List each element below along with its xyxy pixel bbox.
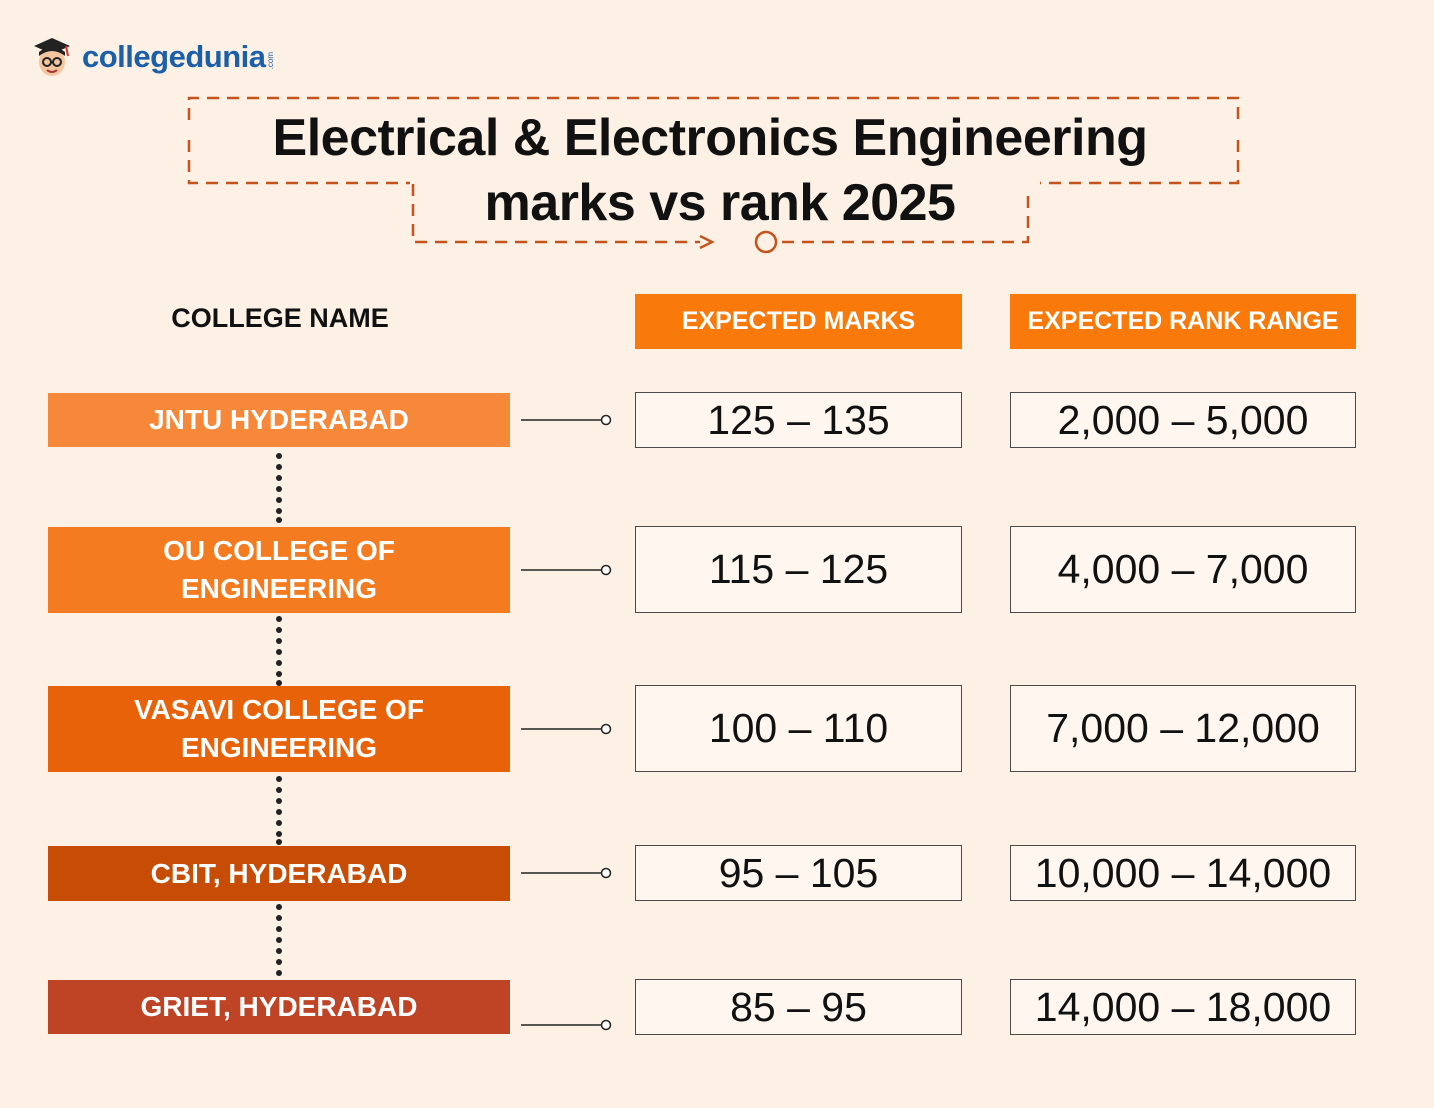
row-connector-icon [521, 1019, 612, 1031]
expected-rank-value: 14,000 – 18,000 [1010, 979, 1356, 1035]
expected-marks-value: 85 – 95 [635, 979, 962, 1035]
expected-rank-value: 10,000 – 14,000 [1010, 845, 1356, 901]
page-title-line-1: Electrical & Electronics Engineering [272, 109, 1148, 167]
expected-marks-value: 125 – 135 [635, 392, 962, 448]
header-expected-marks: EXPECTED MARKS [635, 294, 962, 349]
row-connector-icon [521, 867, 612, 879]
college-label: OU COLLEGE OF ENGINEERING [48, 527, 510, 613]
dotted-connector [276, 453, 282, 976]
college-label: CBIT, HYDERABAD [48, 846, 510, 901]
college-label: VASAVI COLLEGE OF ENGINEERING [48, 686, 510, 772]
college-label: JNTU HYDERABAD [48, 393, 510, 447]
college-label: GRIET, HYDERABAD [48, 980, 510, 1034]
expected-marks-value: 95 – 105 [635, 845, 962, 901]
title-frame [187, 96, 1240, 254]
brand-name: collegedunia [82, 39, 266, 74]
circle-marker-icon [754, 230, 778, 254]
student-mascot-icon [34, 38, 70, 76]
expected-marks-value: 115 – 125 [635, 526, 962, 613]
header-expected-rank-range: EXPECTED RANK RANGE [1010, 294, 1356, 349]
collegedunia-logo: collegedunia .com [30, 34, 275, 80]
row-connector-icon [521, 564, 612, 576]
row-connector-icon [521, 723, 612, 735]
row-connector-icon [521, 414, 612, 426]
expected-rank-value: 2,000 – 5,000 [1010, 392, 1356, 448]
expected-rank-value: 7,000 – 12,000 [1010, 685, 1356, 772]
arrow-icon [699, 234, 715, 250]
expected-marks-value: 100 – 110 [635, 685, 962, 772]
page-title-line-2: marks vs rank 2025 [484, 174, 956, 232]
header-college-name: COLLEGE NAME [171, 303, 389, 333]
expected-rank-value: 4,000 – 7,000 [1010, 526, 1356, 613]
